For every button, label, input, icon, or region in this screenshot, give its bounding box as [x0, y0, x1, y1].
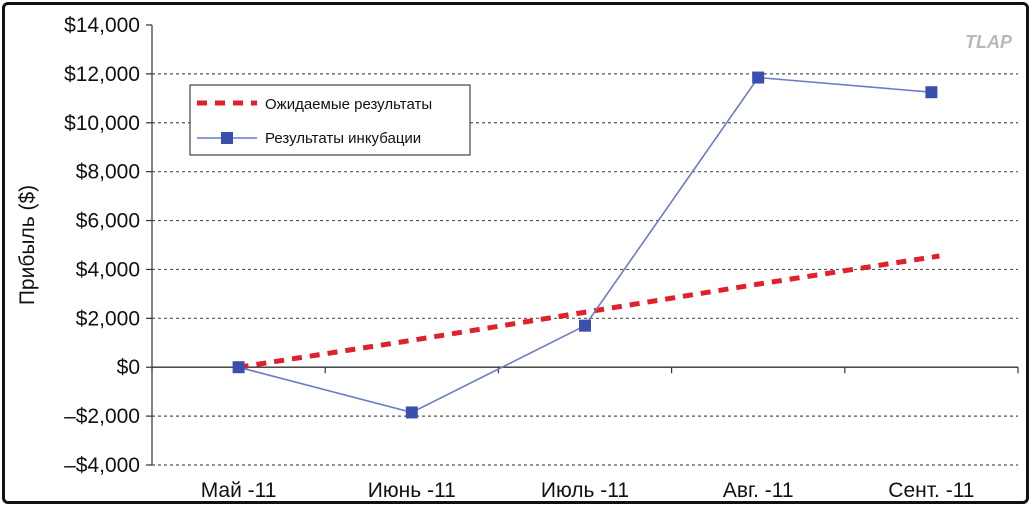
x-tick-label: Сент. -11 — [888, 479, 974, 502]
y-axis-label: Прибыль ($) — [16, 185, 39, 305]
series-actual-marker — [405, 406, 418, 419]
x-tick-label: Июль -11 — [541, 479, 629, 502]
y-tick-label: $2,000 — [76, 307, 140, 330]
x-tick-label: Авг. -11 — [723, 479, 794, 502]
axis-layer: –$4,000 –$2,000 $0 $2,000 $4,000 $6,000 $8,000… — [64, 14, 1019, 502]
legend: Ожидаемые результаты Результаты инкубаци… — [189, 84, 471, 156]
series-layer — [232, 71, 940, 419]
legend-expected-label: Ожидаемые результаты — [265, 96, 432, 113]
tlap-watermark: TLAP — [965, 32, 1013, 52]
y-tick-label: $12,000 — [64, 63, 140, 86]
y-tick-label: $10,000 — [64, 112, 140, 135]
x-tick-label: Июнь -11 — [368, 479, 456, 502]
grid-layer — [152, 73, 1018, 466]
y-tick-label: $14,000 — [64, 14, 140, 37]
y-tick-label: $6,000 — [76, 210, 140, 233]
series-actual-marker — [232, 361, 245, 374]
series-actual-marker — [925, 86, 938, 99]
y-tick-label: $0 — [117, 356, 140, 379]
legend-actual-marker — [221, 132, 233, 144]
legend-box — [189, 84, 471, 156]
y-tick-label: –$2,000 — [64, 405, 140, 428]
series-expected-line — [238, 253, 940, 370]
series-actual-marker — [579, 319, 591, 332]
y-tick-label: –$4,000 — [64, 454, 140, 477]
legend-actual-label: Результаты инкубации — [265, 130, 421, 147]
x-tick-label: Май -11 — [201, 479, 277, 502]
y-tick-label: $8,000 — [76, 161, 140, 184]
y-tick-label: $4,000 — [76, 258, 140, 281]
series-actual-marker — [752, 71, 765, 84]
